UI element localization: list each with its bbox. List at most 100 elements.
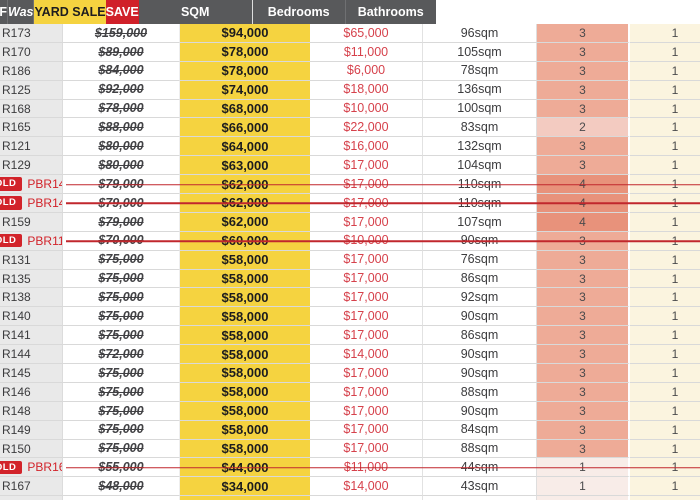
table-row: R148 $75,000 $58,000 $17,000 90sqm 3 1 bbox=[0, 401, 700, 421]
sqm-cell: 107sqm bbox=[423, 212, 537, 232]
ref-cell: R148 bbox=[0, 401, 63, 421]
bedrooms-cell: 1 bbox=[537, 477, 630, 497]
ref-label: PBR147 bbox=[27, 195, 62, 210]
save-amount-cell: $10,000 bbox=[310, 99, 423, 119]
bathrooms-cell: 1 bbox=[630, 345, 700, 365]
sqm-cell: 90sqm bbox=[423, 231, 537, 251]
header-was: Was bbox=[8, 0, 35, 24]
ref-cell: R150 bbox=[0, 439, 63, 459]
yard-sale-price-cell: $58,000 bbox=[180, 382, 310, 402]
ref-label: R129 bbox=[2, 158, 31, 173]
save-amount-cell: $11,000 bbox=[310, 458, 423, 478]
save-amount-cell: $17,000 bbox=[310, 420, 423, 440]
ref-label: PBR169 bbox=[27, 460, 62, 475]
bathrooms-cell: 1 bbox=[630, 137, 700, 157]
bedrooms-cell: 3 bbox=[537, 382, 630, 402]
sqm-cell: 90sqm bbox=[423, 401, 537, 421]
ref-cell: R129 bbox=[0, 156, 63, 176]
bedrooms-cell: 2 bbox=[537, 118, 630, 138]
yard-sale-price-cell: $58,000 bbox=[180, 439, 310, 459]
table-row: R145 $75,000 $58,000 $17,000 90sqm 3 1 bbox=[0, 364, 700, 383]
ref-cell: R131 bbox=[0, 250, 63, 270]
was-price-cell: $55,000 bbox=[63, 458, 180, 478]
sqm-cell: 105sqm bbox=[423, 42, 537, 62]
was-price-cell: $75,000 bbox=[63, 439, 180, 459]
bedrooms-cell: 3 bbox=[537, 99, 630, 119]
was-price-cell: $75,000 bbox=[63, 250, 180, 270]
was-price-cell: $92,000 bbox=[63, 80, 180, 100]
bedrooms-cell: 3 bbox=[537, 80, 630, 100]
was-price-cell: $75,000 bbox=[63, 420, 180, 440]
ref-cell: R170 bbox=[0, 42, 63, 62]
table-row: R125 $92,000 $74,000 $18,000 136sqm 3 1 bbox=[0, 80, 700, 100]
bathrooms-cell: 1 bbox=[630, 382, 700, 402]
table-row: R135 $75,000 $58,000 $17,000 86sqm 3 1 bbox=[0, 269, 700, 289]
bathrooms-cell: 1 bbox=[630, 401, 700, 421]
sqm-cell: 83sqm bbox=[423, 118, 537, 138]
ref-cell: R145 bbox=[0, 364, 63, 383]
ref-label: R167 bbox=[2, 479, 31, 494]
was-price-cell: $159,000 bbox=[63, 24, 180, 43]
ref-cell: R125 bbox=[0, 80, 63, 100]
header-save: SAVE bbox=[105, 0, 139, 24]
save-amount-cell: $17,000 bbox=[310, 156, 423, 176]
save-amount-cell: $17,000 bbox=[310, 439, 423, 459]
bathrooms-cell: 1 bbox=[630, 80, 700, 100]
save-amount-cell: $17,000 bbox=[310, 382, 423, 402]
bedrooms-cell: 3 bbox=[537, 61, 630, 81]
ref-cell: R168 bbox=[0, 99, 63, 119]
bedrooms-cell: 3 bbox=[537, 24, 630, 43]
bedrooms-cell: 3 bbox=[537, 156, 630, 176]
bedrooms-cell bbox=[537, 496, 630, 500]
save-amount-cell: $18,000 bbox=[310, 80, 423, 100]
bathrooms-cell: 1 bbox=[630, 24, 700, 43]
table-row: R131 $75,000 $58,000 $17,000 76sqm 3 1 bbox=[0, 250, 700, 270]
bedrooms-cell: 4 bbox=[537, 212, 630, 232]
was-price-cell: $80,000 bbox=[63, 137, 180, 157]
bathrooms-cell: 1 bbox=[630, 477, 700, 497]
bedrooms-cell: 3 bbox=[537, 269, 630, 289]
ref-cell: SOLD PBR142 bbox=[0, 175, 63, 195]
sqm-cell: 76sqm bbox=[423, 250, 537, 270]
ref-label: R145 bbox=[2, 365, 31, 380]
table-header-row: REF Was YARD SALE SAVE SQM Bedrooms Bath… bbox=[0, 0, 700, 24]
yard-sale-price-cell: $58,000 bbox=[180, 250, 310, 270]
bedrooms-cell: 3 bbox=[537, 307, 630, 327]
sold-badge: SOLD bbox=[0, 233, 23, 248]
was-price-cell: $75,000 bbox=[63, 288, 180, 308]
ref-cell: R149 bbox=[0, 420, 63, 440]
ref-label: R125 bbox=[2, 82, 31, 97]
save-amount-cell: $17,000 bbox=[310, 364, 423, 383]
table-row: R168 $78,000 $68,000 $10,000 100sqm 3 1 bbox=[0, 99, 700, 119]
sqm-cell: 92sqm bbox=[423, 288, 537, 308]
yard-sale-price-cell: $34,000 bbox=[180, 477, 310, 497]
yard-sale-price-cell: $66,000 bbox=[180, 118, 310, 138]
header-yard-sale: YARD SALE bbox=[34, 0, 106, 24]
ref-cell: R146 bbox=[0, 382, 63, 402]
save-amount-cell: $17,000 bbox=[310, 326, 423, 346]
was-price-cell: $75,000 bbox=[63, 307, 180, 327]
yard-sale-price-cell: $58,000 bbox=[180, 364, 310, 383]
ref-cell: R186 bbox=[0, 61, 63, 81]
sqm-cell: 136sqm bbox=[423, 80, 537, 100]
table-row: R140 $75,000 $58,000 $17,000 90sqm 3 1 bbox=[0, 307, 700, 327]
sqm-cell: 90sqm bbox=[423, 364, 537, 383]
ref-cell: SOLD PBR147 bbox=[0, 194, 63, 213]
table-row: SOLD PBR116 $70,000 $60,000 $10,000 90sq… bbox=[0, 231, 700, 251]
ref-label: R168 bbox=[2, 101, 31, 116]
yard-sale-price-cell: $74,000 bbox=[180, 80, 310, 100]
table-row: SOLD PBR142 $79,000 $62,000 $17,000 110s… bbox=[0, 175, 700, 195]
bathrooms-cell: 1 bbox=[630, 231, 700, 251]
save-amount-cell: $17,000 bbox=[310, 250, 423, 270]
sqm-cell: 90sqm bbox=[423, 307, 537, 327]
table-row: R165 $88,000 $66,000 $22,000 83sqm 2 1 bbox=[0, 118, 700, 138]
ref-label: R150 bbox=[2, 441, 31, 456]
ref-label: R135 bbox=[2, 271, 31, 286]
yard-sale-price-cell: $62,000 bbox=[180, 175, 310, 195]
bathrooms-cell: 1 bbox=[630, 42, 700, 62]
yard-sale-price-cell: $62,000 bbox=[180, 194, 310, 213]
was-price-cell: $72,000 bbox=[63, 345, 180, 365]
was-price-cell: $79,000 bbox=[63, 194, 180, 213]
